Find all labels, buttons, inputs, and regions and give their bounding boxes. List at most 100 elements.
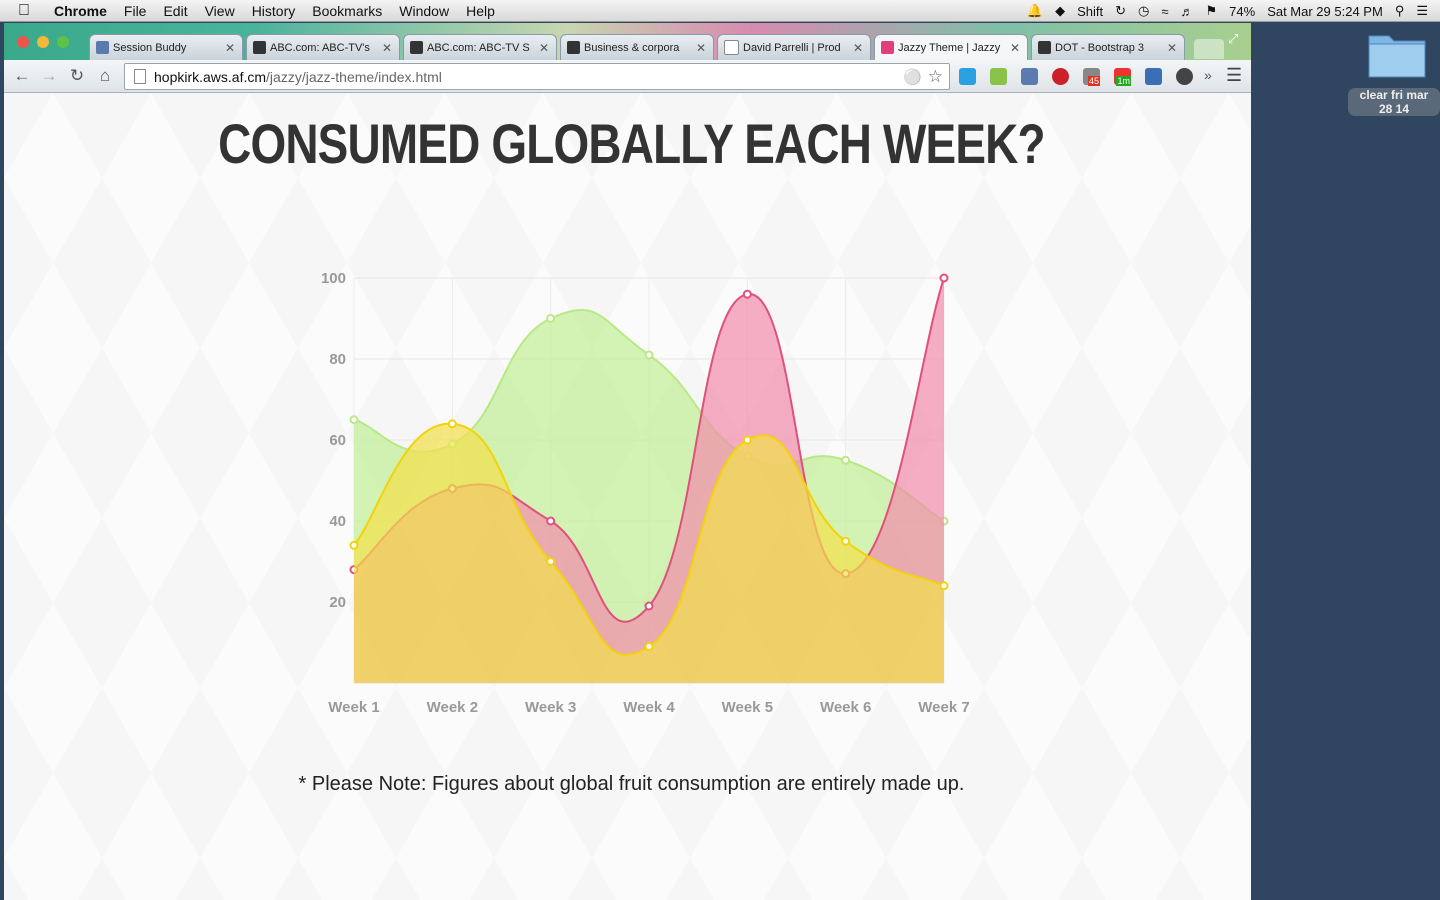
sync-icon[interactable]: ↻ <box>1115 3 1127 18</box>
pinterest-icon[interactable] <box>1052 68 1069 85</box>
tab-dot-bootstrap[interactable]: DOT - Bootstrap 3 ✕ <box>1031 34 1185 60</box>
notification-center-icon[interactable]: ☰ <box>1416 3 1428 18</box>
close-tab-icon[interactable]: ✕ <box>695 40 707 55</box>
tab-jazzy-theme[interactable]: Jazzy Theme | Jazzy ✕ <box>874 34 1028 60</box>
close-tab-icon[interactable]: ✕ <box>1009 40 1021 55</box>
apple-icon[interactable]:  <box>18 2 38 20</box>
menu-help[interactable]: Help <box>466 2 495 19</box>
close-tab-icon[interactable]: ✕ <box>538 40 550 55</box>
document-icon <box>724 40 739 55</box>
menu-file[interactable]: File <box>123 2 147 19</box>
menu-app-name[interactable]: Chrome <box>54 2 107 19</box>
menu-edit[interactable]: Edit <box>163 2 188 19</box>
clock-icon[interactable] <box>1176 68 1193 85</box>
notification-icon[interactable]: 🔔 <box>1026 3 1044 18</box>
dropbox-icon[interactable]: ◆ <box>1055 3 1066 18</box>
folder-label-line: clear fri mar <box>1359 88 1429 102</box>
reload-button[interactable]: ↻ <box>69 66 85 85</box>
input-source[interactable]: Shift <box>1077 3 1104 19</box>
extension-badge-45[interactable]: 45 <box>1083 68 1100 86</box>
forward-button[interactable]: → <box>40 66 58 85</box>
series-3-point <box>447 419 457 429</box>
series-1-point <box>841 455 851 465</box>
series-3-point <box>841 536 851 546</box>
wifi-icon[interactable]: ≈ <box>1161 3 1169 19</box>
battery-percent[interactable]: 74% <box>1229 3 1256 19</box>
series-2-point <box>742 289 752 299</box>
wordpress-icon <box>567 41 580 54</box>
close-tab-icon[interactable]: ✕ <box>1166 40 1178 55</box>
disclaimer-note: * Please Note: Figures about global frui… <box>298 773 965 795</box>
browser-toolbar: ← → ↻ ⌂ hopkirk.aws.af.cm/jazzy/jazz-the… <box>4 60 1251 93</box>
tab-abc-1[interactable]: ABC.com: ABC-TV's ✕ <box>246 34 400 60</box>
tab-label: Jazzy Theme | Jazzy <box>898 41 1001 54</box>
tab-session-buddy[interactable]: Session Buddy ✕ <box>89 34 243 60</box>
series-3-point <box>349 540 359 550</box>
zoom-window-button[interactable] <box>57 36 69 48</box>
abc-icon <box>253 41 266 54</box>
series-1-point <box>349 415 359 425</box>
home-button[interactable]: ⌂ <box>99 66 111 85</box>
download-icon[interactable] <box>1145 68 1162 85</box>
more-extensions-icon[interactable]: » <box>1204 67 1212 83</box>
tab-business[interactable]: Business & corpora ✕ <box>560 34 714 60</box>
series-2-point <box>546 516 556 526</box>
folder-icon[interactable] <box>1366 28 1428 82</box>
mac-menubar:  Chrome File Edit View History Bookmark… <box>0 0 1440 22</box>
extension-badge-1m[interactable]: 1m <box>1114 68 1131 86</box>
url-host: hopkirk.aws.af.cm <box>154 68 267 85</box>
y-tick-label: 40 <box>329 513 346 530</box>
close-tab-icon[interactable]: ✕ <box>852 40 864 55</box>
x-tick-label: Week 3 <box>525 699 576 716</box>
abc-icon <box>410 41 423 54</box>
minimize-window-button[interactable] <box>37 36 49 48</box>
time-machine-icon[interactable]: ◷ <box>1138 3 1150 18</box>
bookmark-star-icon[interactable]: ☆ <box>927 66 943 86</box>
url-path: /jazzy/jazz-theme/index.html <box>266 68 442 85</box>
tab-david-parrelli[interactable]: David Parrelli | Prod ✕ <box>717 34 871 60</box>
x-tick-label: Week 5 <box>722 699 773 716</box>
datetime[interactable]: Sat Mar 29 5:24 PM <box>1267 3 1383 19</box>
volume-icon[interactable]: ♬ <box>1180 3 1194 19</box>
close-window-button[interactable] <box>17 36 29 48</box>
y-tick-label: 80 <box>329 351 346 368</box>
badge-count: 45 <box>1087 76 1100 86</box>
flag-icon[interactable]: ⚑ <box>1205 3 1218 18</box>
chrome-menu-icon[interactable]: ☰ <box>1226 65 1243 85</box>
extension-share-icon[interactable] <box>990 68 1007 85</box>
back-button[interactable]: ← <box>13 66 31 85</box>
extension-pin-icon[interactable] <box>959 68 976 85</box>
wordpress-icon <box>1038 41 1051 54</box>
series-2-point <box>644 601 654 611</box>
tab-abc-2[interactable]: ABC.com: ABC-TV S ✕ <box>403 34 557 60</box>
address-bar[interactable]: hopkirk.aws.af.cm/jazzy/jazz-theme/index… <box>124 63 950 90</box>
menu-window[interactable]: Window <box>399 2 450 19</box>
series-3-point <box>546 557 556 566</box>
jazzy-icon <box>881 41 894 54</box>
bulb-icon[interactable]: ⚪ <box>903 68 922 86</box>
tab-label: Session Buddy <box>113 41 187 54</box>
series-2-point <box>939 273 949 283</box>
y-tick-label: 60 <box>329 432 346 449</box>
x-tick-label: Week 6 <box>820 699 871 716</box>
menu-history[interactable]: History <box>251 2 296 19</box>
area-chart: 20 40 60 80 100 Week 1 Week 2 Week 3 Week 4 Week … <box>321 270 970 716</box>
x-tick-label: Week 1 <box>328 699 379 716</box>
page-content: CONSUMED GLOBALLY EACH WEEK? 20 40 60 80 100… <box>4 93 1251 900</box>
y-tick-label: 20 <box>329 594 346 611</box>
page-heading: CONSUMED GLOBALLY EACH WEEK? <box>218 112 1045 175</box>
menu-view[interactable]: View <box>204 2 235 19</box>
session-buddy-icon <box>96 41 109 54</box>
session-buddy-extension-icon[interactable] <box>1021 68 1038 85</box>
tab-label: DOT - Bootstrap 3 <box>1055 41 1145 54</box>
badge-count: 1m <box>1116 76 1131 86</box>
spotlight-icon[interactable]: ⚲ <box>1394 3 1405 18</box>
tab-label: David Parrelli | Prod <box>743 41 841 54</box>
menu-bookmarks[interactable]: Bookmarks <box>312 2 383 19</box>
close-tab-icon[interactable]: ✕ <box>224 40 236 55</box>
new-tab-button[interactable] <box>1194 39 1224 59</box>
close-tab-icon[interactable]: ✕ <box>381 40 393 55</box>
fullscreen-icon[interactable]: ⤢ <box>1228 31 1239 46</box>
folder-label[interactable]: clear fri mar 28 14 <box>1348 88 1440 116</box>
y-tick-label: 100 <box>321 270 346 287</box>
